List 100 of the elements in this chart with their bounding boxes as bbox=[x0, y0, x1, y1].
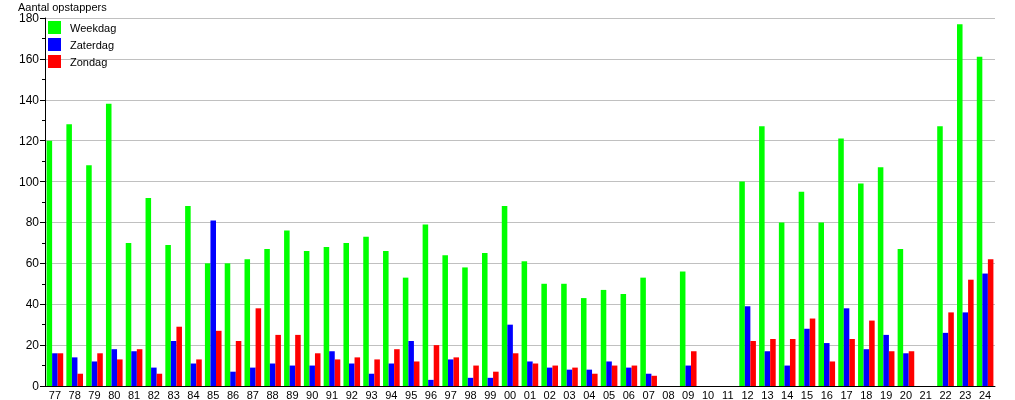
bar bbox=[462, 267, 468, 386]
bar bbox=[210, 220, 216, 386]
x-tick-label: 06 bbox=[622, 388, 635, 400]
bar bbox=[572, 367, 578, 386]
x-tick-label: 04 bbox=[583, 388, 596, 400]
bar bbox=[264, 249, 270, 386]
y-tick-label: 0 bbox=[32, 379, 40, 393]
x-tick-label: 05 bbox=[602, 388, 616, 400]
bar bbox=[204, 263, 211, 386]
bar bbox=[244, 259, 251, 386]
bar bbox=[105, 103, 112, 386]
bar bbox=[778, 222, 785, 386]
bar bbox=[493, 371, 499, 386]
bar bbox=[343, 242, 349, 386]
bar bbox=[640, 277, 646, 386]
x-tick-label: 84 bbox=[187, 388, 200, 400]
bar bbox=[46, 140, 53, 386]
x-tick-label: 12 bbox=[741, 388, 754, 400]
x-tick-label: 13 bbox=[761, 388, 774, 400]
bar bbox=[798, 191, 805, 386]
y-tick-label: 60 bbox=[25, 256, 40, 271]
bar bbox=[824, 343, 830, 386]
x-tick-label: 81 bbox=[127, 388, 141, 400]
bar bbox=[136, 349, 143, 386]
bar bbox=[685, 365, 691, 386]
x-tick-label: 92 bbox=[345, 388, 358, 400]
bar bbox=[770, 338, 776, 386]
y-tick-label: 160 bbox=[18, 51, 40, 66]
bar bbox=[809, 318, 816, 386]
x-tick-label: 94 bbox=[385, 388, 398, 400]
x-tick-label: 21 bbox=[919, 388, 932, 400]
x-tick-label: 79 bbox=[88, 388, 101, 400]
bar bbox=[976, 56, 983, 386]
x-tick-label: 89 bbox=[286, 388, 299, 400]
bar bbox=[125, 242, 132, 386]
bar bbox=[869, 320, 875, 386]
bar bbox=[957, 24, 963, 386]
x-tick-label: 98 bbox=[464, 388, 477, 400]
y-tick-label: 20 bbox=[25, 338, 40, 353]
bar bbox=[314, 353, 321, 386]
y-tick-label: 100 bbox=[18, 174, 40, 189]
bar bbox=[744, 306, 751, 386]
bar bbox=[948, 312, 954, 386]
bar bbox=[679, 271, 686, 386]
bar bbox=[97, 353, 103, 386]
x-tick-label: 08 bbox=[662, 388, 675, 400]
bar bbox=[473, 365, 479, 386]
bar bbox=[284, 230, 290, 386]
bar bbox=[309, 365, 315, 386]
bar bbox=[863, 349, 870, 386]
x-tick-label: 93 bbox=[365, 388, 378, 400]
bar bbox=[818, 222, 824, 386]
bar bbox=[849, 338, 855, 386]
bar bbox=[962, 312, 969, 386]
y-tick-label: 80 bbox=[25, 215, 40, 230]
bar bbox=[843, 308, 850, 386]
x-tick-label: 20 bbox=[899, 388, 913, 400]
x-tick-label: 85 bbox=[207, 388, 220, 400]
bar bbox=[275, 334, 281, 386]
bar bbox=[196, 359, 202, 386]
bar bbox=[230, 371, 236, 386]
bar bbox=[323, 246, 330, 386]
x-tick-label: 23 bbox=[959, 388, 972, 400]
bar bbox=[600, 289, 607, 386]
bar bbox=[77, 373, 83, 386]
x-tick-label: 03 bbox=[563, 388, 576, 400]
x-tick-label: 80 bbox=[108, 388, 121, 400]
bar bbox=[888, 351, 895, 386]
legend-label: Zondag bbox=[70, 55, 108, 68]
bar bbox=[235, 341, 242, 386]
bar bbox=[224, 263, 231, 386]
bar bbox=[592, 373, 598, 386]
bar bbox=[908, 351, 915, 386]
x-tick-label: 82 bbox=[147, 388, 160, 400]
bar bbox=[651, 375, 657, 386]
x-tick-label: 22 bbox=[939, 388, 952, 400]
bar bbox=[363, 236, 369, 386]
bar bbox=[561, 283, 567, 386]
bar bbox=[170, 341, 177, 386]
bar bbox=[829, 361, 836, 386]
bar bbox=[552, 365, 558, 386]
bar bbox=[784, 365, 790, 386]
bar bbox=[250, 367, 256, 386]
x-tick-label: 17 bbox=[840, 388, 853, 400]
bar bbox=[858, 183, 864, 386]
bar bbox=[71, 357, 78, 386]
x-tick-label: 86 bbox=[226, 388, 240, 400]
bar bbox=[897, 249, 904, 386]
bar bbox=[804, 328, 810, 386]
bar bbox=[521, 261, 528, 386]
bar bbox=[838, 138, 844, 386]
x-tick-label: 10 bbox=[701, 388, 715, 400]
x-tick-label: 18 bbox=[860, 388, 873, 400]
bar bbox=[580, 298, 587, 386]
x-tick-label: 01 bbox=[523, 388, 537, 400]
bar bbox=[903, 353, 909, 386]
x-tick-label: 14 bbox=[781, 388, 794, 400]
bar bbox=[383, 251, 389, 386]
bar bbox=[66, 124, 72, 386]
bar bbox=[482, 253, 488, 386]
